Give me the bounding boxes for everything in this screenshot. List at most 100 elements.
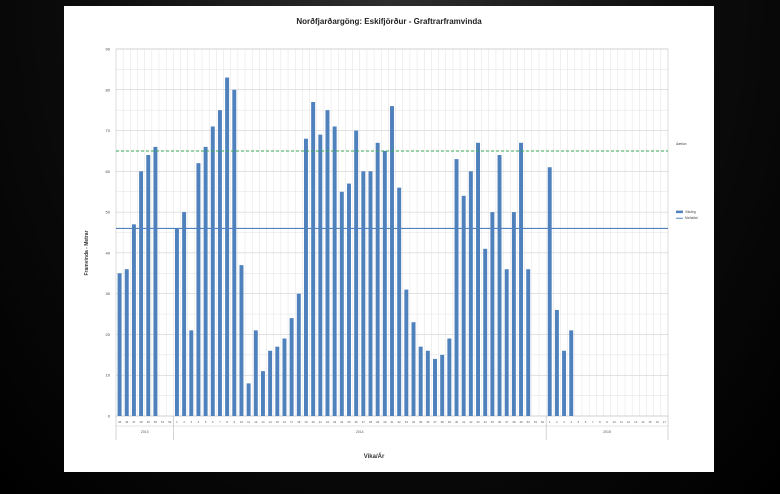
- year-labels: 2013 2014 2015: [115, 416, 669, 440]
- x-tick-label: 17: [290, 420, 294, 424]
- x-tick-label: 45: [491, 420, 495, 424]
- x-tick-label: 50: [527, 420, 531, 424]
- bar: [117, 273, 122, 416]
- bar: [504, 269, 509, 416]
- x-tick-label: 10: [240, 420, 244, 424]
- x-tick-label: 50: [154, 420, 158, 424]
- bar: [296, 293, 301, 416]
- y-axis-label: Framvinda - Metrar: [84, 230, 90, 275]
- bar: [562, 350, 567, 416]
- y-tick-label: 60: [106, 169, 111, 174]
- x-tick-label: 42: [469, 420, 473, 424]
- x-tick-label: 16: [656, 420, 660, 424]
- bar: [311, 102, 316, 416]
- bar: [174, 228, 179, 416]
- bar: [275, 346, 280, 416]
- x-tick-label: 18: [297, 420, 301, 424]
- x-tick-label: 4: [198, 420, 200, 424]
- bars: [117, 77, 574, 417]
- x-tick-label: 33: [405, 420, 409, 424]
- bar: [332, 126, 337, 416]
- bar: [139, 171, 144, 416]
- x-axis-label: Vika/Ár: [364, 453, 385, 460]
- bar: [483, 248, 488, 416]
- x-tick-label: 10: [613, 420, 617, 424]
- x-tick-label: 25: [347, 420, 351, 424]
- x-tick-label: 7: [219, 420, 221, 424]
- y-tick-label: 50: [106, 210, 111, 215]
- x-tick-label: 35: [419, 420, 423, 424]
- bar: [404, 289, 409, 416]
- bar: [347, 183, 351, 416]
- x-tick-label: 13: [634, 420, 638, 424]
- x-tick-label: 40: [455, 420, 459, 424]
- x-tick-label: 3: [563, 420, 565, 424]
- bar: [490, 212, 495, 416]
- bar: [210, 126, 215, 416]
- bar: [354, 130, 359, 417]
- bar: [547, 167, 552, 416]
- bar: [225, 77, 230, 417]
- x-tick-label: 21: [319, 420, 323, 424]
- x-tick-label: 52: [541, 420, 545, 424]
- bar: [217, 110, 222, 417]
- bar: [425, 350, 430, 416]
- x-tick-label: 20: [312, 420, 316, 424]
- y-tick-label: 10: [106, 373, 111, 378]
- x-tick-label: 9: [234, 420, 236, 424]
- progress-chart: Norðfjarðargöng: Eskifjörður - Graftrarf…: [84, 17, 698, 460]
- y-tick-label: 70: [106, 128, 111, 133]
- bar: [390, 106, 394, 416]
- x-tick-label: 5: [578, 420, 580, 424]
- x-tick-label: 12: [254, 420, 258, 424]
- bar: [382, 150, 387, 416]
- chart-title: Norðfjarðargöng: Eskifjörður - Graftrarf…: [296, 17, 482, 26]
- x-tick-label: 26: [355, 420, 359, 424]
- bar: [318, 134, 323, 416]
- x-tick-label: 2: [556, 420, 558, 424]
- bar: [289, 318, 294, 416]
- bar: [375, 142, 380, 417]
- x-tick-label: 49: [519, 420, 523, 424]
- x-tick-label: 52: [168, 420, 172, 424]
- bar: [339, 191, 344, 416]
- x-tick-label: 51: [534, 420, 538, 424]
- x-tick-label: 8: [226, 420, 228, 424]
- bar: [511, 212, 516, 416]
- chart-frame: Norðfjarðargöng: Eskifjörður - Graftrarf…: [64, 6, 714, 472]
- bar: [368, 171, 373, 416]
- bar: [239, 265, 244, 416]
- x-tick-label: 36: [426, 420, 430, 424]
- bar: [246, 383, 251, 416]
- x-tick-label: 7: [592, 420, 594, 424]
- x-tick-label: 39: [448, 420, 452, 424]
- bar: [476, 142, 480, 417]
- x-tick-label: 2: [183, 420, 185, 424]
- x-tick-label: 23: [333, 420, 337, 424]
- bar: [554, 309, 559, 416]
- bar: [325, 110, 330, 417]
- bar: [232, 89, 237, 417]
- x-tick-label: 47: [132, 420, 136, 424]
- bar: [146, 155, 151, 416]
- x-tick-label: 3: [190, 420, 192, 424]
- bar: [203, 146, 208, 416]
- x-tick-label: 19: [304, 420, 308, 424]
- bar: [260, 371, 265, 416]
- x-tick-label: 15: [649, 420, 653, 424]
- x-tick-label: 16: [283, 420, 287, 424]
- y-tick-label: 80: [106, 87, 111, 92]
- x-tick-label: 9: [606, 420, 608, 424]
- year-label: 2013: [141, 430, 149, 434]
- x-tick-label: 41: [462, 420, 466, 424]
- y-tick-label: 20: [106, 332, 111, 337]
- bar: [253, 330, 258, 416]
- bar: [454, 159, 459, 416]
- x-tick-label: 46: [125, 420, 129, 424]
- bar: [468, 171, 473, 416]
- bar: [397, 187, 402, 416]
- x-tick-labels: 45 46 47 48 49 50 51 52 1 2 3 4 5 6 7 8 9 10 11 12 13 14 15 16 1…: [118, 420, 666, 424]
- x-tick-label: 4: [570, 420, 572, 424]
- x-tick-label: 51: [161, 420, 165, 424]
